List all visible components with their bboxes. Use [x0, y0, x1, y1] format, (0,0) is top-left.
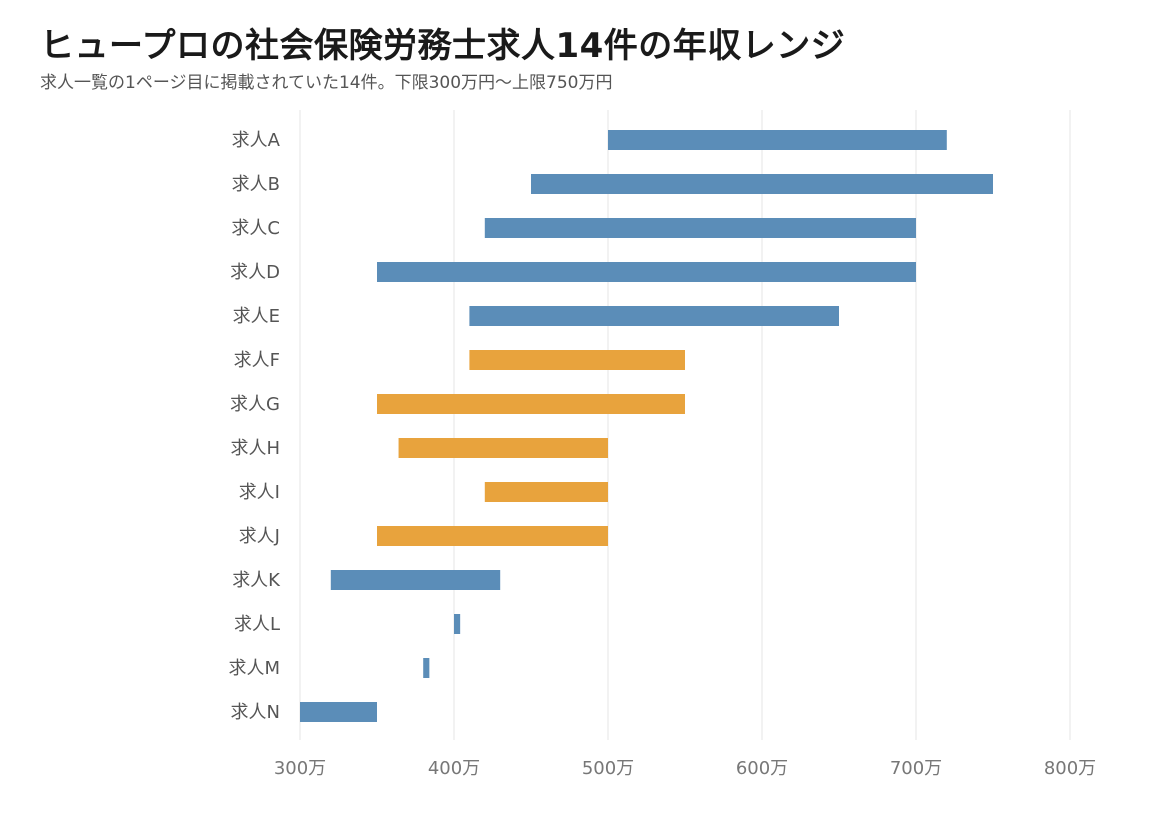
- category-label: 求人I: [239, 482, 280, 503]
- range-bar: [330, 570, 501, 590]
- category-label: 求人B: [232, 174, 280, 195]
- range-bar: [377, 262, 916, 282]
- range-bar: [454, 614, 461, 634]
- range-bar: [469, 350, 685, 370]
- range-bar: [608, 130, 947, 150]
- x-tick-label: 700万: [890, 758, 942, 779]
- category-label: 求人G: [230, 394, 280, 415]
- category-label: 求人H: [230, 438, 280, 459]
- chart-subtitle: 求人一覧の1ページ目に掲載されていた14件。下限300万円〜上限750万円: [40, 73, 613, 93]
- range-bar: [469, 306, 839, 326]
- category-label: 求人F: [234, 350, 280, 371]
- range-bar: [531, 174, 993, 194]
- range-bar: [300, 702, 377, 722]
- x-tick-label: 500万: [582, 758, 634, 779]
- category-label: 求人M: [228, 658, 280, 679]
- x-tick-label: 600万: [736, 758, 788, 779]
- range-bar: [423, 658, 430, 678]
- chart-title: ヒュープロの社会保険労務士求人14件の年収レンジ: [40, 26, 846, 66]
- category-label: 求人D: [230, 262, 280, 283]
- x-tick-label: 300万: [274, 758, 326, 779]
- x-tick-label: 400万: [428, 758, 480, 779]
- category-label: 求人C: [231, 218, 280, 239]
- range-bar: [398, 438, 608, 458]
- range-bar: [377, 394, 685, 414]
- range-bar: [484, 218, 916, 238]
- category-label: 求人N: [231, 702, 280, 723]
- category-label: 求人A: [232, 130, 281, 151]
- range-bar: [377, 526, 608, 546]
- category-label: 求人J: [239, 526, 280, 547]
- category-label: 求人K: [232, 570, 281, 591]
- category-label: 求人E: [233, 306, 280, 327]
- range-bar: [484, 482, 608, 502]
- category-label: 求人L: [234, 614, 280, 635]
- x-tick-label: 800万: [1044, 758, 1096, 779]
